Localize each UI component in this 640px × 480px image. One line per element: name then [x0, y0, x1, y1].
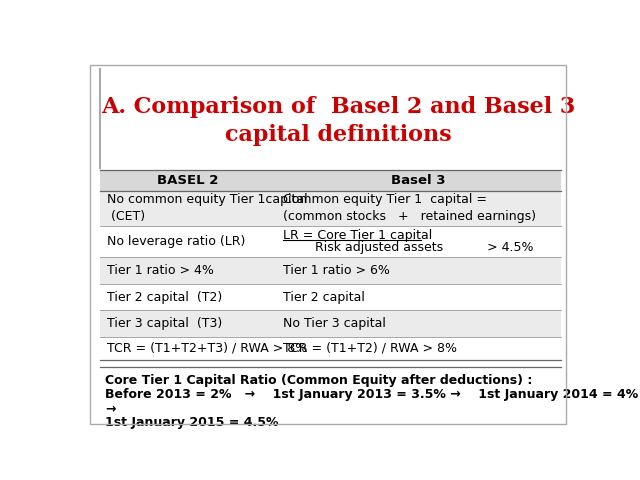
Text: Tier 1 ratio > 4%: Tier 1 ratio > 4% — [108, 264, 214, 277]
Text: Tier 1 ratio > 6%: Tier 1 ratio > 6% — [283, 264, 390, 277]
Text: Before 2013 = 2%   →    1st January 2013 = 3.5% →    1st January 2014 = 4%: Before 2013 = 2% → 1st January 2013 = 3.… — [105, 388, 638, 401]
Text: Common equity Tier 1  capital =
(common stocks   +   retained earnings): Common equity Tier 1 capital = (common s… — [283, 193, 536, 223]
Bar — [100, 257, 561, 284]
Text: →: → — [105, 402, 115, 415]
Text: BASEL 2: BASEL 2 — [157, 174, 218, 187]
Text: TCR = (T1+T2) / RWA > 8%: TCR = (T1+T2) / RWA > 8% — [283, 342, 456, 355]
Bar — [100, 191, 561, 226]
Text: Basel 3: Basel 3 — [391, 174, 445, 187]
Text: Tier 2 capital  (T2): Tier 2 capital (T2) — [108, 290, 223, 304]
Text: LR = Core Tier 1 capital: LR = Core Tier 1 capital — [283, 228, 432, 242]
Bar — [100, 226, 561, 257]
Bar — [100, 337, 561, 360]
Bar — [100, 170, 561, 191]
Text: No common equity Tier 1capital
 (CET): No common equity Tier 1capital (CET) — [108, 193, 308, 223]
Text: 1st January 2015 = 4.5%: 1st January 2015 = 4.5% — [105, 416, 278, 429]
Text: Tier 3 capital  (T3): Tier 3 capital (T3) — [108, 317, 223, 330]
Text: No leverage ratio (LR): No leverage ratio (LR) — [108, 235, 246, 248]
Text: Tier 2 capital: Tier 2 capital — [283, 290, 364, 304]
Text: TCR = (T1+T2+T3) / RWA > 8%: TCR = (T1+T2+T3) / RWA > 8% — [108, 342, 308, 355]
Text: No Tier 3 capital: No Tier 3 capital — [283, 317, 385, 330]
Text: A. Comparison of  Basel 2 and Basel 3
capital definitions: A. Comparison of Basel 2 and Basel 3 cap… — [100, 96, 575, 146]
Bar — [100, 284, 561, 311]
Bar — [100, 311, 561, 337]
Text: Risk adjusted assets           > 4.5%: Risk adjusted assets > 4.5% — [283, 241, 533, 254]
Text: Core Tier 1 Capital Ratio (Common Equity after deductions) :: Core Tier 1 Capital Ratio (Common Equity… — [105, 374, 532, 387]
